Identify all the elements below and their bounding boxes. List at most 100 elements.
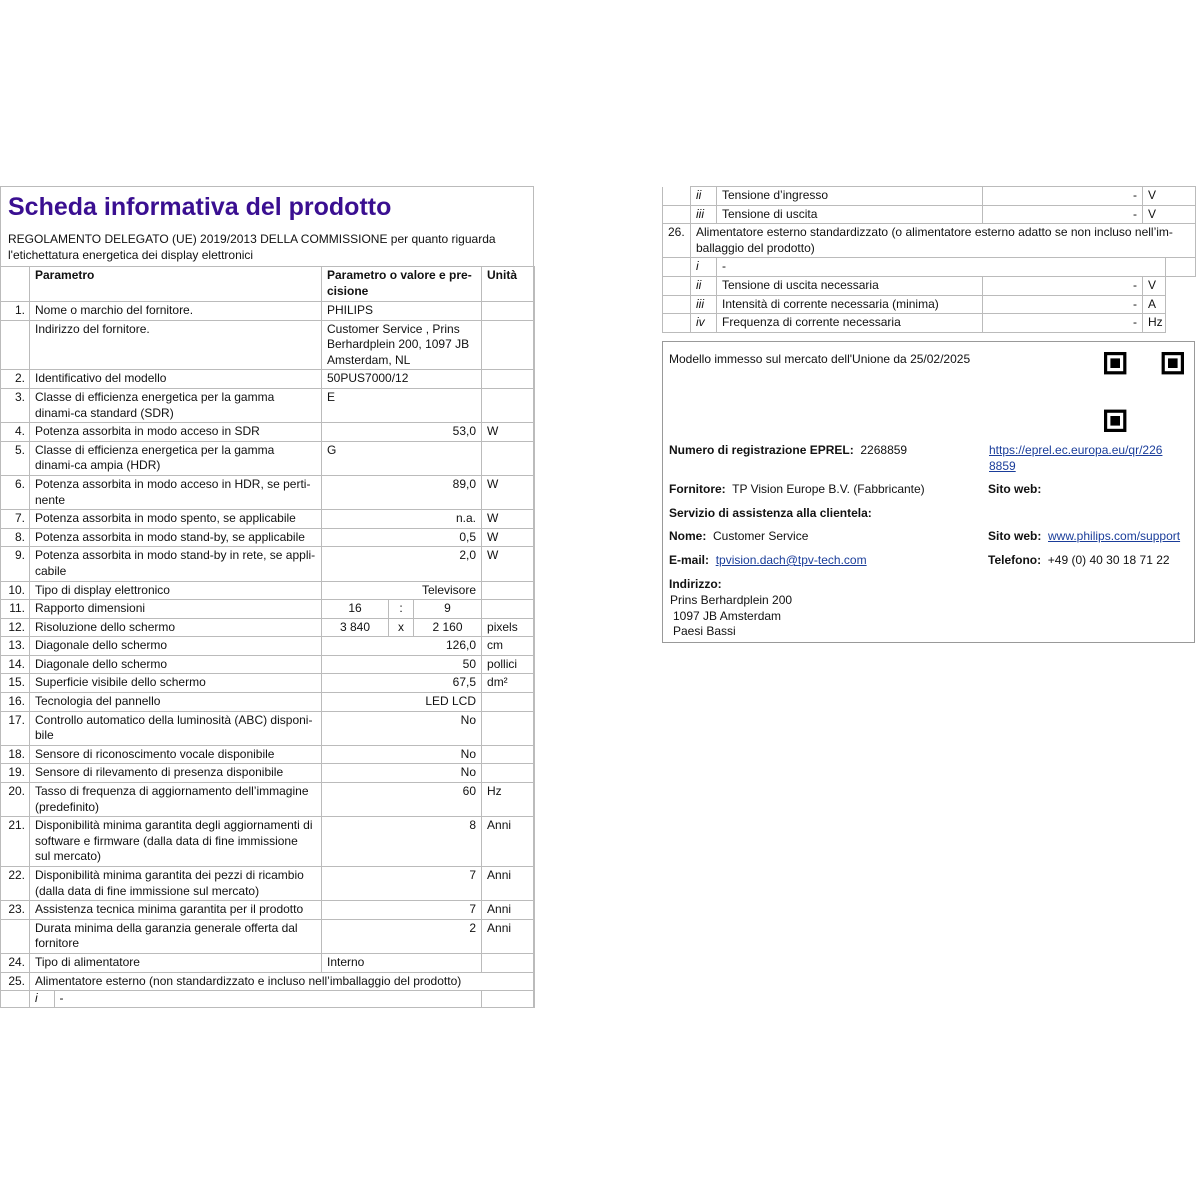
row-parameter: Diagonale dello schermo bbox=[29, 654, 322, 675]
row-value-a: 16 bbox=[321, 599, 389, 619]
table-row: 11. Rapporto dimensioni 16:9 bbox=[0, 599, 536, 619]
table-header-row: Parametro Parametro o valore e pre-cisio… bbox=[0, 266, 536, 302]
row-parameter: Nome o marchio del fornitore. bbox=[29, 301, 322, 321]
address: Prins Berhardplein 200 1097 JB Amsterdam… bbox=[670, 593, 792, 640]
row-parameter: Tasso di frequenza di aggiornamento dell… bbox=[29, 782, 322, 818]
table-row: 16. Tecnologia del pannello LED LCD bbox=[0, 692, 536, 712]
row-unit: W bbox=[481, 422, 536, 442]
row-pad bbox=[1166, 314, 1196, 333]
table-row: 26. Alimentatore esterno standardizzato (… bbox=[662, 223, 1197, 259]
row-unit bbox=[481, 952, 536, 973]
row-unit: Anni bbox=[481, 900, 536, 920]
row-unit: Hz bbox=[1142, 313, 1166, 333]
row-value: 67,5 bbox=[320, 673, 483, 694]
row-unit bbox=[481, 710, 536, 746]
row-unit: V bbox=[1141, 186, 1197, 206]
row-unit bbox=[481, 580, 536, 601]
row-unit: Anni bbox=[481, 816, 536, 867]
table-row: 23. Assistenza tecnica minima garantita p… bbox=[0, 900, 536, 920]
row-value: Interno bbox=[320, 952, 483, 973]
row-number: 16. bbox=[0, 692, 30, 712]
row-number: 25. bbox=[0, 971, 30, 992]
row-number bbox=[0, 918, 30, 954]
row-value: 50 bbox=[320, 654, 483, 675]
row-value: G bbox=[320, 440, 483, 476]
row-parameter: Frequenza di corrente necessaria bbox=[716, 313, 983, 333]
row-number: 4. bbox=[0, 422, 30, 442]
table-row: 9. Potenza assorbita in modo stand-by in … bbox=[0, 546, 536, 582]
email-link[interactable]: tpvision.dach@tpv-tech.com bbox=[715, 553, 867, 567]
row-unit: pollici bbox=[481, 654, 536, 675]
supplier-label: Fornitore: bbox=[669, 482, 726, 496]
row-number: 6. bbox=[0, 474, 30, 511]
row-unit: Hz bbox=[481, 782, 536, 818]
row-unit: A bbox=[1142, 294, 1166, 315]
row-parameter: Identificativo del modello bbox=[29, 369, 322, 389]
row-value: 8 bbox=[320, 816, 483, 867]
row-parameter: Risoluzione dello schermo bbox=[29, 617, 322, 638]
table-row: 15. Superficie visibile dello schermo 67,5… bbox=[0, 673, 536, 694]
address-line: Paesi Bassi bbox=[673, 624, 736, 639]
table-row: 6. Potenza assorbita in modo acceso in HD… bbox=[0, 474, 536, 511]
header-value: Parametro o valore e pre-cisione bbox=[320, 266, 483, 302]
header-unit: Unità bbox=[481, 266, 536, 302]
row-number bbox=[662, 186, 691, 206]
row-parameter: Controllo automatico della luminosità (A… bbox=[29, 710, 322, 746]
eprel-info-box: Modello immesso sul mercato dell'Unione … bbox=[662, 341, 1195, 643]
row-number: 8. bbox=[0, 527, 30, 548]
header-num bbox=[0, 266, 30, 302]
table-row: 3. Classe di efficienza energetica per la… bbox=[0, 387, 536, 424]
phone-label: Telefono: bbox=[988, 553, 1042, 567]
address-label: Indirizzo: bbox=[669, 577, 722, 591]
eprel-link[interactable]: https://eprel.ec.europa.eu/qr/2268859 bbox=[989, 443, 1163, 473]
qr-code-icon[interactable] bbox=[1104, 352, 1184, 432]
row-number: 13. bbox=[0, 636, 30, 656]
row-sub: i- bbox=[28, 990, 483, 1008]
row-number: 20. bbox=[0, 782, 30, 818]
row-unit: W bbox=[481, 509, 536, 529]
row-unit bbox=[481, 440, 536, 476]
table-row: 12. Risoluzione dello schermo 3 840 x 2 160 p… bbox=[0, 617, 536, 638]
row-value: - bbox=[982, 294, 1143, 315]
row-parameter: Tipo di alimentatore bbox=[29, 952, 322, 973]
header-param: Parametro bbox=[29, 266, 322, 302]
row-value: - bbox=[982, 204, 1143, 225]
sub-roman: iii bbox=[690, 204, 717, 225]
row-unit: W bbox=[481, 527, 536, 548]
table-row: 7. Potenza assorbita in modo spento, se a… bbox=[0, 509, 536, 529]
row-value: 126,0 bbox=[320, 636, 483, 656]
regulation-subtitle: REGOLAMENTO DELEGATO (UE) 2019/2013 DELL… bbox=[8, 232, 496, 262]
row-number: 9. bbox=[0, 546, 30, 582]
row-value: - bbox=[982, 313, 1143, 333]
table-row: 25. Alimentatore esterno (non standardizz… bbox=[0, 971, 536, 992]
table-row: iv Frequenza di corrente necessaria - Hz bbox=[662, 313, 1196, 333]
row-unit: W bbox=[481, 474, 536, 511]
row-unit: pixels bbox=[481, 617, 536, 638]
row-number: 22. bbox=[0, 865, 30, 902]
row-value: No bbox=[320, 710, 483, 746]
table-row: i- bbox=[662, 257, 1197, 277]
row-value: 60 bbox=[320, 782, 483, 818]
row-unit: dm² bbox=[481, 673, 536, 694]
row-parameter: Tensione di uscita bbox=[716, 204, 983, 225]
row-number bbox=[662, 257, 691, 277]
table-row: 5. Classe di efficienza energetica per la… bbox=[0, 440, 536, 476]
row-number: 2. bbox=[0, 369, 30, 389]
row-parameter: Assistenza tecnica minima garantita per … bbox=[29, 900, 322, 920]
row-value: 50PUS7000/12 bbox=[320, 369, 483, 389]
address-line: Prins Berhardplein 200 bbox=[670, 593, 793, 607]
row-value-a: 3 840 bbox=[321, 617, 389, 638]
table-row: 21. Disponibilità minima garantita degli … bbox=[0, 816, 536, 867]
row-value: - bbox=[982, 186, 1143, 206]
row-parameter: Diagonale dello schermo bbox=[29, 636, 322, 656]
table-row: 19. Sensore di rilevamento di presenza di… bbox=[0, 763, 536, 784]
parameters-table: Parametro Parametro o valore e pre-cisio… bbox=[0, 266, 536, 1008]
row-value: 7 bbox=[320, 900, 483, 920]
support-link[interactable]: www.philips.com/support bbox=[1048, 529, 1181, 543]
row-unit bbox=[481, 301, 536, 321]
row-unit: V bbox=[1141, 204, 1197, 225]
row-parameter: Disponibilità minima garantita dei pezzi… bbox=[29, 865, 322, 902]
row-number: 12. bbox=[0, 617, 30, 638]
row-value: 2 bbox=[320, 918, 483, 954]
row-number: 10. bbox=[0, 580, 30, 601]
